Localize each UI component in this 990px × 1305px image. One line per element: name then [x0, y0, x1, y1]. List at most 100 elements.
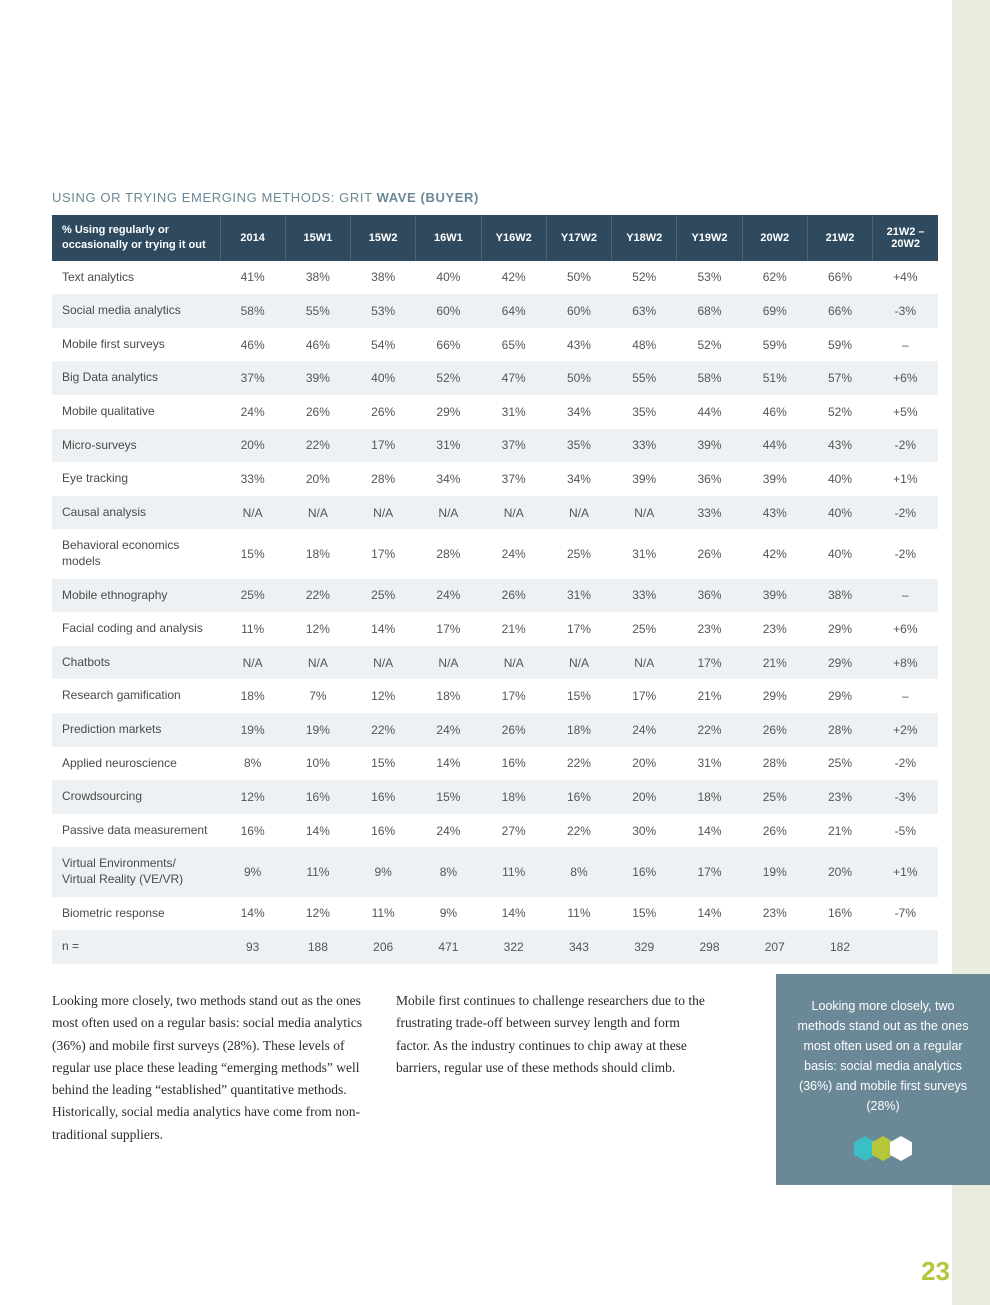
table-cell: 298: [677, 930, 742, 964]
table-cell: 51%: [742, 361, 807, 395]
table-row-label: Prediction markets: [52, 713, 220, 747]
table-cell: -2%: [873, 747, 938, 781]
table-cell: +2%: [873, 713, 938, 747]
table-cell: 26%: [742, 713, 807, 747]
table-cell: +4%: [873, 261, 938, 295]
table-row-label: Crowdsourcing: [52, 780, 220, 814]
table-cell: N/A: [220, 496, 285, 530]
table-cell: [873, 930, 938, 964]
table-cell: 17%: [677, 847, 742, 896]
table-cell: 68%: [677, 294, 742, 328]
table-cell: N/A: [351, 496, 416, 530]
table-cell: 60%: [416, 294, 481, 328]
table-cell: 11%: [546, 897, 611, 931]
table-row-label: Virtual Environments/ Virtual Reality (V…: [52, 847, 220, 896]
table-cell: 38%: [807, 579, 872, 613]
table-cell: 63%: [612, 294, 677, 328]
table-cell: 33%: [612, 429, 677, 463]
table-header-cell: Y16W2: [481, 215, 546, 261]
table-cell: N/A: [416, 496, 481, 530]
table-cell: 36%: [677, 462, 742, 496]
table-header-cell: 21W2 – 20W2: [873, 215, 938, 261]
table-row-label: Applied neuroscience: [52, 747, 220, 781]
table-cell: 34%: [546, 462, 611, 496]
table-row-label: Micro-surveys: [52, 429, 220, 463]
table-cell: 65%: [481, 328, 546, 362]
table-cell: 16%: [481, 747, 546, 781]
table-cell: 22%: [546, 814, 611, 848]
table-cell: N/A: [481, 646, 546, 680]
table-cell: 28%: [742, 747, 807, 781]
table-cell: 18%: [220, 679, 285, 713]
table-cell: 34%: [416, 462, 481, 496]
table-cell: 24%: [416, 579, 481, 613]
table-cell: 11%: [481, 847, 546, 896]
table-cell: 17%: [546, 612, 611, 646]
table-cell: 18%: [677, 780, 742, 814]
table-cell: N/A: [481, 496, 546, 530]
table-row: Virtual Environments/ Virtual Reality (V…: [52, 847, 938, 896]
table-cell: +6%: [873, 361, 938, 395]
table-header-cell: 2014: [220, 215, 285, 261]
table-cell: 9%: [351, 847, 416, 896]
table-cell: 35%: [612, 395, 677, 429]
table-row: Applied neuroscience8%10%15%14%16%22%20%…: [52, 747, 938, 781]
table-cell: 66%: [416, 328, 481, 362]
table-row-label: Mobile qualitative: [52, 395, 220, 429]
table-cell: 8%: [220, 747, 285, 781]
table-cell: 19%: [285, 713, 350, 747]
table-cell: 15%: [612, 897, 677, 931]
table-cell: 21%: [742, 646, 807, 680]
table-cell: 39%: [742, 462, 807, 496]
table-cell: +1%: [873, 847, 938, 896]
table-cell: 12%: [351, 679, 416, 713]
table-cell: 25%: [742, 780, 807, 814]
title-bold: WAVE (BUYER): [377, 190, 479, 205]
table-row-label: Chatbots: [52, 646, 220, 680]
table-header-cell: Y18W2: [612, 215, 677, 261]
table-cell: 17%: [677, 646, 742, 680]
table-cell: 39%: [677, 429, 742, 463]
table-cell: 16%: [351, 780, 416, 814]
table-row-label: Causal analysis: [52, 496, 220, 530]
table-cell: 20%: [220, 429, 285, 463]
table-cell: 54%: [351, 328, 416, 362]
table-cell: 31%: [612, 529, 677, 578]
table-cell: 62%: [742, 261, 807, 295]
table-row: Causal analysisN/AN/AN/AN/AN/AN/AN/A33%4…: [52, 496, 938, 530]
table-cell: 11%: [351, 897, 416, 931]
table-cell: 14%: [416, 747, 481, 781]
table-cell: 19%: [742, 847, 807, 896]
table-cell: 40%: [416, 261, 481, 295]
table-cell: 52%: [807, 395, 872, 429]
table-cell: 16%: [546, 780, 611, 814]
table-cell: N/A: [612, 496, 677, 530]
table-cell: 8%: [546, 847, 611, 896]
table-cell: –: [873, 579, 938, 613]
table-cell: 41%: [220, 261, 285, 295]
table-cell: 31%: [677, 747, 742, 781]
table-cell: 28%: [807, 713, 872, 747]
table-cell: +6%: [873, 612, 938, 646]
table-cell: +8%: [873, 646, 938, 680]
table-header-cell: Y19W2: [677, 215, 742, 261]
table-cell: 40%: [807, 529, 872, 578]
table-cell: 37%: [481, 429, 546, 463]
table-cell: 12%: [220, 780, 285, 814]
table-cell: 36%: [677, 579, 742, 613]
table-cell: 59%: [807, 328, 872, 362]
table-cell: 53%: [677, 261, 742, 295]
table-cell: 58%: [677, 361, 742, 395]
table-cell: N/A: [546, 496, 611, 530]
table-cell: 12%: [285, 612, 350, 646]
table-row: n =93188206471322343329298207182: [52, 930, 938, 964]
table-cell: –: [873, 679, 938, 713]
table-cell: 20%: [612, 780, 677, 814]
table-header-cell: 21W2: [807, 215, 872, 261]
table-row: Micro-surveys20%22%17%31%37%35%33%39%44%…: [52, 429, 938, 463]
table-row-label: Mobile first surveys: [52, 328, 220, 362]
table-cell: 46%: [742, 395, 807, 429]
table-cell: 42%: [481, 261, 546, 295]
table-cell: 20%: [612, 747, 677, 781]
table-row-label: n =: [52, 930, 220, 964]
